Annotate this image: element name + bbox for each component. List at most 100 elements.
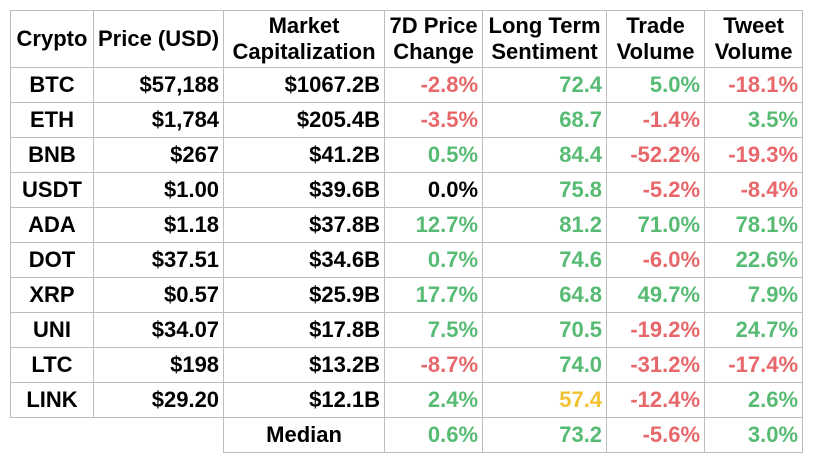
cell-tweet-volume: -19.3% [704,137,804,173]
median-row: Median 0.6% 73.2 -5.6% 3.0% [11,417,804,453]
table-body: BTC $57,188 $1067.2B -2.8% 72.4 5.0% -18.1% ETH… [10,67,804,418]
cell-crypto: DOT [10,242,94,278]
header-7d-change-line1: 7D Price [389,13,478,38]
cell-market-cap: $1067.2B [223,67,386,103]
cell-tweet-volume: 78.1% [704,207,804,243]
cell-trade-volume: -6.0% [606,242,706,278]
table-row: XRP $0.57 $25.9B 17.7% 64.8 49.7% 7.9% [10,277,804,313]
cell-market-cap: $34.6B [223,242,386,278]
header-crypto-line1: Crypto [16,26,88,51]
median-label: Median [223,417,386,453]
median-blank-cell [94,418,224,453]
table-row: BNB $267 $41.2B 0.5% 84.4 -52.2% -19.3% [10,137,804,173]
cell-7d-change: 0.7% [384,242,484,278]
cell-market-cap: $13.2B [223,347,386,383]
cell-price: $29.20 [92,382,225,418]
cell-crypto: BTC [10,67,94,103]
table-row: ETH $1,784 $205.4B -3.5% 68.7 -1.4% 3.5% [10,102,804,138]
cell-tweet-volume: 2.6% [704,382,804,418]
cell-price: $37.51 [92,242,225,278]
crypto-metrics-table: Crypto Price (USD) Market Capitalization… [10,10,804,453]
cell-price: $0.57 [92,277,225,313]
cell-price: $1,784 [92,102,225,138]
cell-trade-volume: 71.0% [606,207,706,243]
table-row: LINK $29.20 $12.1B 2.4% 57.4 -12.4% 2.6% [10,382,804,418]
cell-sentiment: 68.7 [482,102,608,138]
cell-trade-volume: -31.2% [606,347,706,383]
cell-sentiment: 75.8 [482,172,608,208]
cell-price: $198 [92,347,225,383]
header-market-cap-line1: Market [268,13,340,38]
header-price: Price (USD) [92,10,225,68]
median-7d-change: 0.6% [384,417,484,453]
cell-price: $1.00 [92,172,225,208]
cell-market-cap: $39.6B [223,172,386,208]
header-market-cap: Market Capitalization [223,10,386,68]
table-row: ADA $1.18 $37.8B 12.7% 81.2 71.0% 78.1% [10,207,804,243]
table-row: DOT $37.51 $34.6B 0.7% 74.6 -6.0% 22.6% [10,242,804,278]
table-row: USDT $1.00 $39.6B 0.0% 75.8 -5.2% -8.4% [10,172,804,208]
cell-trade-volume: -19.2% [606,312,706,348]
median-trade-volume: -5.6% [606,417,706,453]
cell-crypto: BNB [10,137,94,173]
cell-crypto: USDT [10,172,94,208]
cell-tweet-volume: -17.4% [704,347,804,383]
cell-crypto: LTC [10,347,94,383]
cell-tweet-volume: -8.4% [704,172,804,208]
cell-7d-change: -2.8% [384,67,484,103]
cell-crypto: LINK [10,382,94,418]
header-crypto: Crypto [10,10,94,68]
cell-tweet-volume: 22.6% [704,242,804,278]
cell-market-cap: $12.1B [223,382,386,418]
cell-sentiment: 74.6 [482,242,608,278]
cell-7d-change: 7.5% [384,312,484,348]
cell-crypto: UNI [10,312,94,348]
cell-tweet-volume: 24.7% [704,312,804,348]
table-row: LTC $198 $13.2B -8.7% 74.0 -31.2% -17.4% [10,347,804,383]
cell-trade-volume: -52.2% [606,137,706,173]
header-sentiment: Long Term Sentiment [482,10,608,68]
header-tweet-volume-line2: Volume [714,39,793,64]
cell-7d-change: 0.0% [384,172,484,208]
cell-market-cap: $17.8B [223,312,386,348]
cell-sentiment: 74.0 [482,347,608,383]
cell-trade-volume: -5.2% [606,172,706,208]
cell-7d-change: -3.5% [384,102,484,138]
header-trade-volume-line2: Volume [616,39,695,64]
header-trade-volume: Trade Volume [606,10,706,68]
cell-price: $57,188 [92,67,225,103]
table-row: UNI $34.07 $17.8B 7.5% 70.5 -19.2% 24.7% [10,312,804,348]
header-market-cap-line2: Capitalization [232,39,376,64]
header-tweet-volume-line1: Tweet [723,13,784,38]
header-7d-change-line2: Change [393,39,474,64]
cell-tweet-volume: 3.5% [704,102,804,138]
cell-sentiment: 72.4 [482,67,608,103]
cell-trade-volume: -1.4% [606,102,706,138]
table-row: BTC $57,188 $1067.2B -2.8% 72.4 5.0% -18.1% [10,67,804,103]
cell-trade-volume: 5.0% [606,67,706,103]
cell-7d-change: 12.7% [384,207,484,243]
header-row: Crypto Price (USD) Market Capitalization… [10,10,804,68]
cell-sentiment: 57.4 [482,382,608,418]
header-price-line1: Price (USD) [98,26,220,51]
median-tweet-volume: 3.0% [704,417,804,453]
cell-tweet-volume: -18.1% [704,67,804,103]
cell-crypto: ADA [10,207,94,243]
cell-sentiment: 64.8 [482,277,608,313]
header-7d-change: 7D Price Change [384,10,484,68]
cell-trade-volume: 49.7% [606,277,706,313]
cell-price: $1.18 [92,207,225,243]
header-trade-volume-line1: Trade [626,13,685,38]
cell-sentiment: 70.5 [482,312,608,348]
median-sentiment: 73.2 [482,417,608,453]
cell-crypto: ETH [10,102,94,138]
cell-market-cap: $37.8B [223,207,386,243]
cell-price: $34.07 [92,312,225,348]
cell-7d-change: 0.5% [384,137,484,173]
cell-trade-volume: -12.4% [606,382,706,418]
cell-sentiment: 84.4 [482,137,608,173]
cell-7d-change: 2.4% [384,382,484,418]
cell-tweet-volume: 7.9% [704,277,804,313]
cell-7d-change: 17.7% [384,277,484,313]
